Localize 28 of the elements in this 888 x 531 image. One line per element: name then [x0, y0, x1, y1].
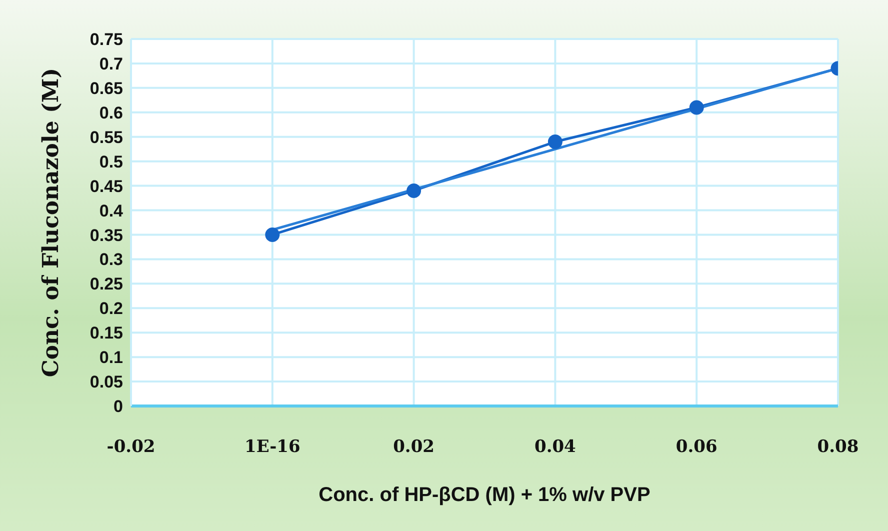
y-tick-label: 0.5 [99, 152, 123, 172]
y-tick-label: 0.35 [90, 226, 123, 245]
point [265, 227, 280, 242]
y-tick-label: 0.6 [99, 103, 123, 122]
y-tick-label: 0.45 [90, 176, 123, 196]
y-tick-label: 0.1 [99, 348, 123, 368]
y-tick-label: 0.65 [90, 78, 123, 98]
y-tick-label: 0 [114, 397, 123, 416]
x-tick-label: 1E-16 [244, 437, 300, 458]
y-tick-label: 0.3 [99, 250, 123, 270]
point [406, 183, 422, 198]
x-tick-label: 0.04 [534, 437, 576, 458]
y-tick-label: 0.4 [99, 201, 124, 220]
x-tick-label: 0.06 [676, 437, 718, 458]
y-tick-label: 0.55 [90, 128, 123, 147]
x-tick-label: 0.08 [817, 437, 859, 458]
x-tick-label: -0.02 [106, 437, 156, 458]
y-tick-label: 0.25 [90, 274, 123, 294]
point [548, 134, 562, 150]
y-tick-label: 0.2 [99, 299, 123, 318]
y-axis-title: Conc. of Fluconazole (M) [38, 68, 64, 378]
y-tick-label: 0.75 [90, 30, 123, 50]
point [689, 100, 704, 115]
x-axis-title: Conc. of HP-βCD (M) + 1% w/v PVP [318, 484, 650, 506]
y-tick-label: 0.05 [90, 372, 123, 392]
y-tick-label: 0.7 [99, 54, 123, 74]
y-tick-label: 0.15 [90, 324, 123, 343]
x-tick-label: 0.02 [393, 437, 435, 458]
